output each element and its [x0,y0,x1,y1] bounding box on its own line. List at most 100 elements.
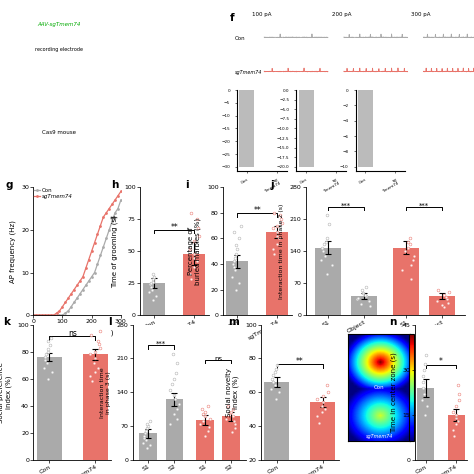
Point [438,301,446,309]
Con [100,244,106,250]
Point [454,417,462,425]
Con [77,291,83,297]
Point [86,351,94,358]
Con [80,287,86,292]
sgTmem74 [103,210,109,216]
Con [60,312,65,318]
Bar [316,247,341,315]
Bar [196,420,214,460]
Point [323,234,330,241]
Point [47,335,55,342]
Con [39,312,45,318]
Bar [239,90,255,167]
Point [187,275,195,283]
Point [421,360,428,367]
Point [96,328,103,335]
Con [30,312,36,318]
Point [229,412,237,420]
Point [142,437,150,444]
Text: ***: *** [341,202,351,209]
sgTmem74 [39,312,45,318]
Con [89,274,94,280]
Point [433,298,441,305]
Point [419,378,426,385]
Point [193,258,201,265]
Bar [266,232,288,315]
Point [42,351,50,358]
Point [86,372,94,380]
Point [421,411,428,419]
Point [273,240,281,247]
Point [441,291,448,299]
Point [456,396,463,403]
Point [318,244,326,251]
Point [148,286,156,293]
Point [322,238,330,246]
Bar [417,388,434,460]
sgTmem74 [65,295,71,301]
Con [36,312,42,318]
Point [354,294,362,301]
Point [141,429,148,437]
Point [270,250,278,257]
Point [273,232,280,240]
Point [45,345,52,353]
Con [51,312,56,318]
sgTmem74 [91,240,98,246]
Point [144,420,151,428]
Point [96,344,104,351]
Point [169,350,177,357]
Point [140,434,148,442]
Point [190,263,198,270]
Point [91,368,99,376]
Text: f: f [230,13,235,23]
Con [48,312,54,318]
Point [452,411,460,419]
Con [71,300,77,305]
Point [171,391,178,399]
Point [235,235,243,242]
Point [358,286,365,294]
Text: g: g [5,180,13,190]
Point [140,432,147,439]
Point [186,245,193,253]
Point [228,273,236,281]
sgTmem74 [118,189,124,194]
Text: i: i [185,180,189,190]
Bar [429,296,455,315]
Point [199,410,207,418]
Point [446,289,453,296]
Point [226,410,234,417]
Point [318,402,326,410]
Point [419,372,427,380]
Y-axis label: Interaction time
in phase 3 (s): Interaction time in phase 3 (s) [100,367,111,418]
Point [269,378,277,386]
Con [106,227,112,233]
Point [45,337,52,345]
Point [173,359,181,367]
sgTmem74 [57,308,63,314]
Text: ns: ns [214,356,222,362]
Point [359,290,366,297]
Point [234,245,241,253]
Y-axis label: Interaction time in phase 2 (s): Interaction time in phase 2 (s) [279,203,284,299]
Point [232,241,240,248]
Point [325,220,333,228]
Con [91,270,98,275]
Point [314,395,321,403]
Text: AAV-sgTmem74: AAV-sgTmem74 [37,22,81,27]
Text: n: n [389,317,396,327]
Point [139,439,146,447]
Point [229,405,237,412]
Point [235,279,243,287]
Point [232,250,240,257]
Point [362,292,369,300]
Text: *: * [439,357,443,366]
Point [320,241,328,248]
Point [151,273,158,281]
Point [231,420,239,428]
Point [408,261,415,269]
Point [319,399,327,406]
Point [452,402,460,410]
Text: sgTmem74: sgTmem74 [365,434,393,439]
